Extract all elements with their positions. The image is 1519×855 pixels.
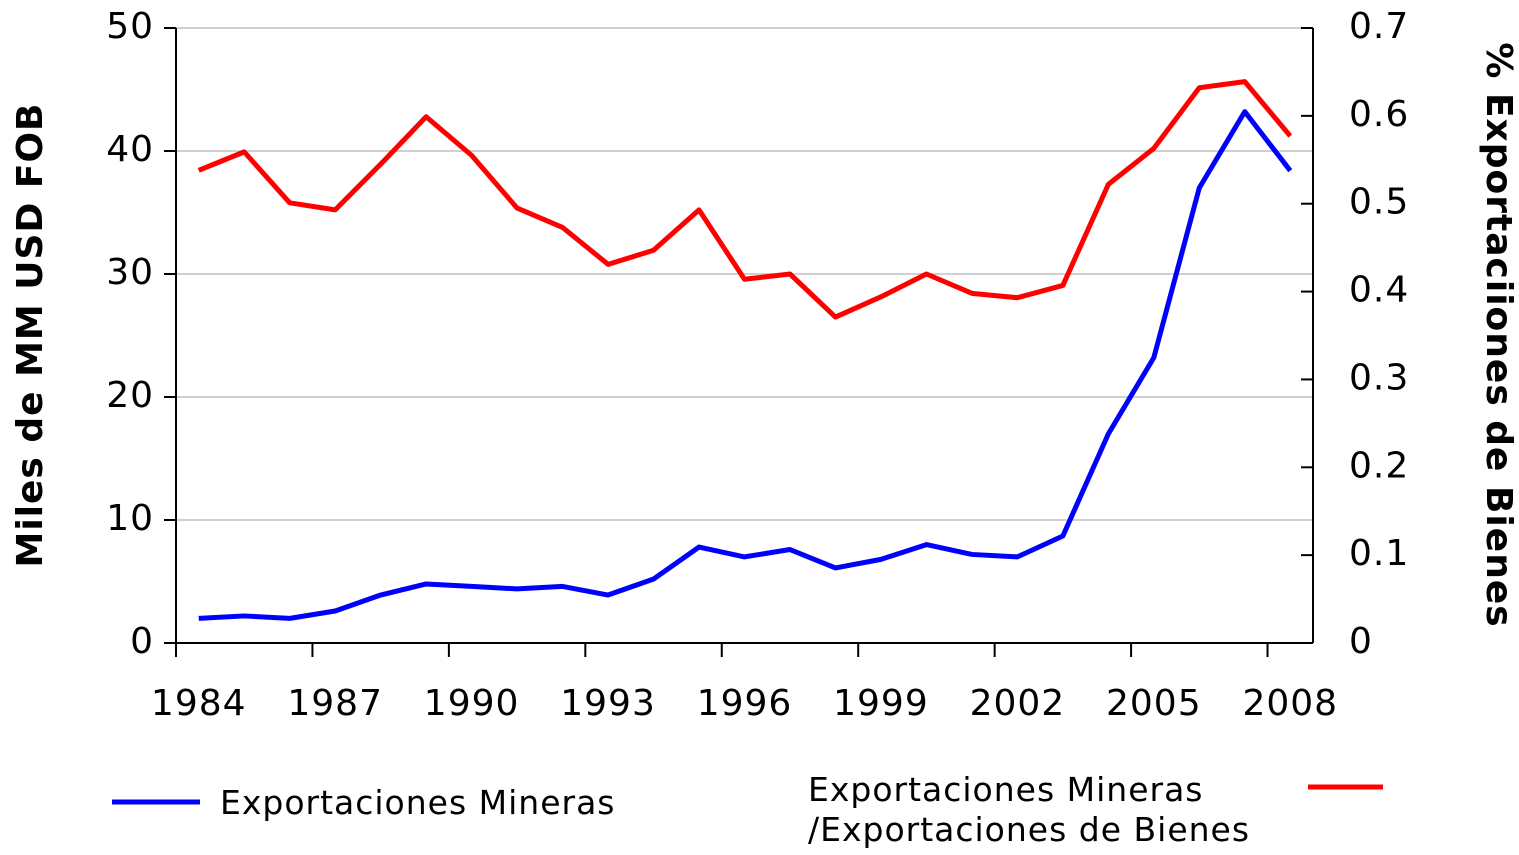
x-tick-label: 2008 (1242, 683, 1338, 724)
y-tick-label: 30 (106, 252, 154, 293)
y2-tick-label: 0.1 (1349, 533, 1409, 574)
legend-label: Exportaciones Mineras (220, 783, 616, 822)
x-tick-label: 1990 (424, 683, 520, 724)
x-tick-label: 1999 (833, 683, 929, 724)
series-line (197, 79, 1293, 320)
x-tick-label: 1987 (287, 683, 383, 724)
y2-tick-label: 0.4 (1349, 270, 1409, 311)
y-tick-label: 0 (130, 621, 154, 662)
y-tick-label: 10 (106, 498, 154, 539)
y2-tick-label: 0 (1349, 621, 1373, 662)
y2-axis-label: % Exportaciiones de Bienes (1478, 42, 1519, 627)
y-tick-label: 50 (106, 6, 154, 47)
x-tick-label: 2005 (1106, 683, 1202, 724)
y2-tick-label: 0.6 (1349, 94, 1409, 135)
y2-tick-label: 0.7 (1349, 6, 1409, 47)
x-tick-label: 1996 (697, 683, 793, 724)
y2-tick-label: 0.3 (1349, 357, 1409, 398)
legend-label: Exportaciones Mineras /Exportaciones de … (808, 770, 1251, 849)
series-line (198, 109, 1293, 621)
y-tick-label: 40 (106, 129, 154, 170)
x-tick-label: 2002 (970, 683, 1066, 724)
x-tick-label: 1993 (560, 683, 656, 724)
y2-tick-label: 0.2 (1349, 445, 1409, 486)
y2-tick-label: 0.5 (1349, 182, 1409, 223)
x-tick-label: 1984 (151, 683, 247, 724)
y-axis-label: Miles de MM USD FOB (10, 103, 51, 568)
y-tick-label: 20 (106, 375, 154, 416)
